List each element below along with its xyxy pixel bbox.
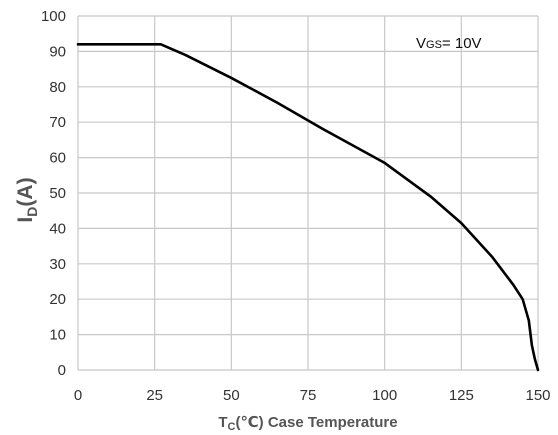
x-tick-label: 0 [74, 387, 82, 404]
x-tick-label: 25 [146, 387, 163, 404]
y-axis-label-main: I [14, 217, 37, 223]
y-tick-label: 80 [49, 79, 66, 96]
x-axis-label-rest: (℃) Case Temperature [236, 414, 398, 431]
series-line [76, 43, 540, 372]
y-tick-label: 100 [41, 8, 66, 25]
y-axis-label-rest: (A) [14, 177, 37, 206]
annotation-vgs: VGS= 10V [416, 35, 482, 52]
x-axis-label: TC(℃) Case Temperature [218, 414, 397, 433]
y-tick-label: 30 [49, 256, 66, 273]
annotation-rest: = 10V [442, 35, 482, 52]
y-axis-label: ID(A) [14, 177, 40, 222]
y-tick-label: 50 [49, 185, 66, 202]
annotation-sub: GS [426, 39, 442, 51]
x-tick-label: 100 [372, 387, 397, 404]
series-group [76, 43, 540, 372]
grid-lines [77, 15, 539, 371]
y-axis-label-sub: D [24, 207, 40, 217]
x-tick-label: 50 [223, 387, 240, 404]
y-tick-label: 40 [49, 220, 66, 237]
annotation-main: V [416, 35, 426, 52]
y-tick-label: 10 [49, 327, 66, 344]
y-tick-label: 0 [58, 362, 66, 379]
x-axis-label-sub: C [228, 421, 236, 433]
y-tick-labels: 0 10 20 30 40 50 60 70 80 90 100 [41, 8, 66, 379]
x-tick-label: 150 [525, 387, 550, 404]
x-tick-label: 75 [300, 387, 317, 404]
x-tick-labels: 0 25 50 75 100 125 150 [74, 387, 551, 404]
y-tick-label: 70 [49, 114, 66, 131]
y-tick-label: 90 [49, 43, 66, 60]
x-tick-label: 125 [449, 387, 474, 404]
y-tick-label: 60 [49, 150, 66, 167]
y-tick-label: 20 [49, 291, 66, 308]
x-axis-label-main: T [218, 414, 227, 431]
